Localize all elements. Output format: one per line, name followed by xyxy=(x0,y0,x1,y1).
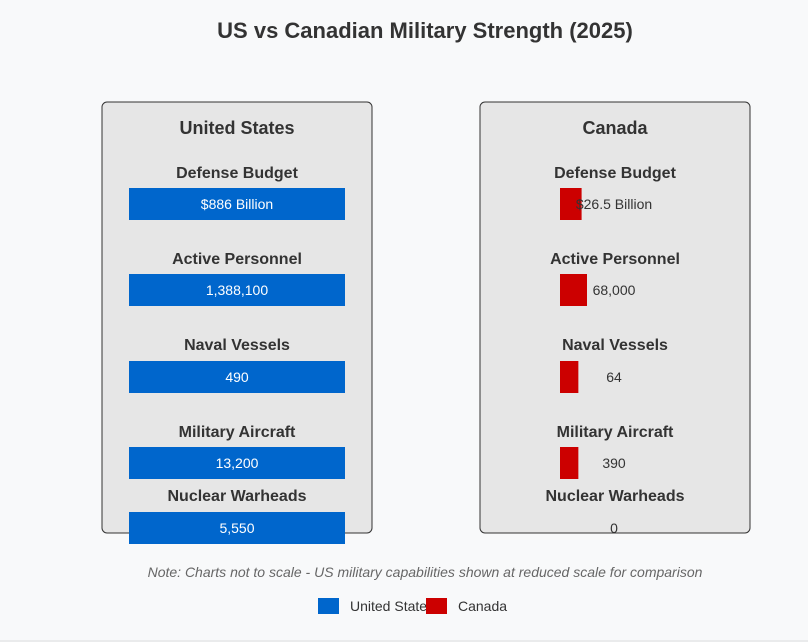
us-defense-budget-value: $886 Billion xyxy=(201,196,273,212)
panel-canada-box xyxy=(479,101,751,534)
panel-canada-title: Canada xyxy=(582,118,648,138)
us-military-aircraft-label: Military Aircraft xyxy=(179,424,296,441)
canada-naval-vessels-bar xyxy=(560,361,579,393)
us-military-aircraft-value: 13,200 xyxy=(216,455,259,471)
canada-defense-budget-value: $26.5 Billion xyxy=(576,196,652,212)
us-naval-vessels-bar xyxy=(129,361,345,393)
us-nuclear-warheads-bar xyxy=(129,512,345,544)
us-military-aircraft-bar xyxy=(129,447,345,479)
us-naval-vessels-label: Naval Vessels xyxy=(184,337,290,354)
canada-nuclear-warheads-label: Nuclear Warheads xyxy=(545,488,684,505)
panel-us: United States Defense Budget $886 Billion A… xyxy=(101,101,373,544)
legend: United States Canada xyxy=(318,598,507,614)
chart-note: Note: Charts not to scale - US military … xyxy=(148,564,703,580)
canada-naval-vessels-label: Naval Vessels xyxy=(562,337,668,354)
us-nuclear-warheads-value: 5,550 xyxy=(219,520,254,536)
legend-label-us: United States xyxy=(350,598,434,614)
us-nuclear-warheads-label: Nuclear Warheads xyxy=(167,488,306,505)
us-active-personnel-value: 1,388,100 xyxy=(206,282,268,298)
canada-defense-budget-label: Defense Budget xyxy=(554,165,676,182)
canada-nuclear-warheads-value: 0 xyxy=(610,520,618,536)
us-active-personnel-label: Active Personnel xyxy=(172,251,302,268)
legend-swatch-canada xyxy=(426,598,447,614)
panel-canada: Canada Defense Budget $26.5 Billion Active … xyxy=(479,101,751,536)
legend-swatch-us xyxy=(318,598,339,614)
us-defense-budget-label: Defense Budget xyxy=(176,165,298,182)
canada-military-aircraft-bar xyxy=(560,447,579,479)
panel-us-title: United States xyxy=(179,118,294,138)
us-naval-vessels-value: 490 xyxy=(225,369,249,385)
canada-active-personnel-label: Active Personnel xyxy=(550,251,680,268)
canada-military-aircraft-label: Military Aircraft xyxy=(557,424,674,441)
chart-title: US vs Canadian Military Strength (2025) xyxy=(217,18,633,43)
us-active-personnel-bar xyxy=(129,274,345,306)
canada-naval-vessels-value: 64 xyxy=(606,369,622,385)
legend-label-canada: Canada xyxy=(458,598,507,614)
canada-military-aircraft-value: 390 xyxy=(602,455,626,471)
canada-active-personnel-value: 68,000 xyxy=(593,282,636,298)
canada-active-personnel-bar xyxy=(560,274,587,306)
us-defense-budget-bar xyxy=(129,188,345,220)
canada-defense-budget-bar xyxy=(560,188,582,220)
